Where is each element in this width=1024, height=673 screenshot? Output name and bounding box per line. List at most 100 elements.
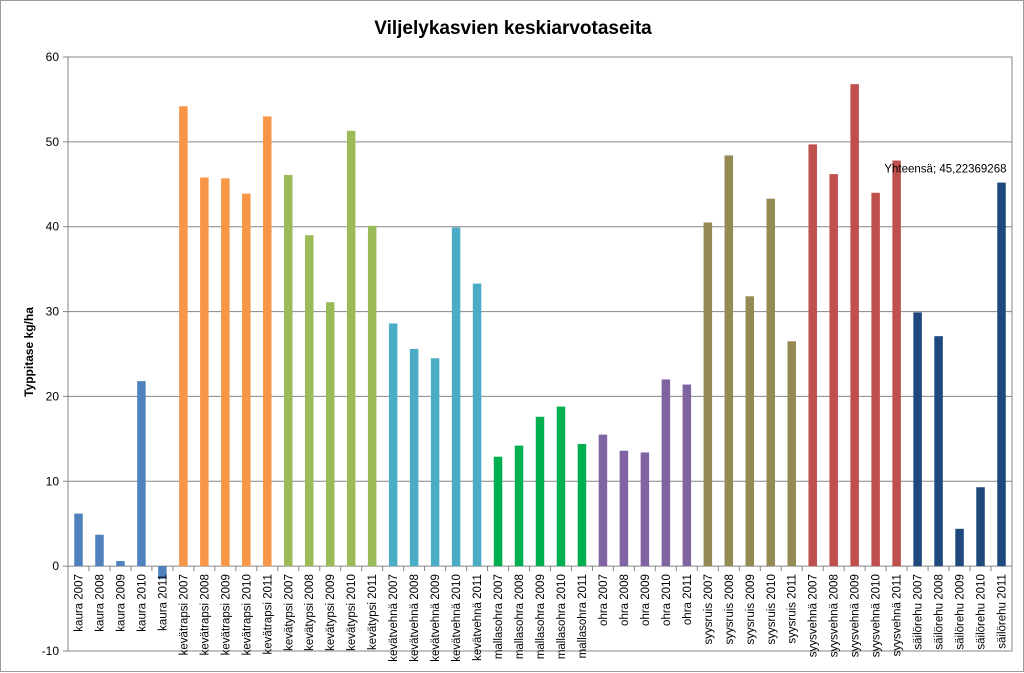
x-tick-label: mallasohra 2007 bbox=[493, 574, 505, 659]
bar bbox=[242, 193, 251, 567]
bar bbox=[472, 283, 482, 567]
bar bbox=[850, 84, 859, 567]
bar bbox=[619, 450, 629, 567]
y-tick-label: 10 bbox=[46, 474, 60, 488]
x-tick-label: syysvehnä 2007 bbox=[808, 574, 820, 657]
bar bbox=[95, 534, 104, 567]
bar bbox=[409, 348, 419, 567]
y-tick-label: 50 bbox=[46, 135, 60, 149]
bar bbox=[284, 174, 293, 567]
x-tick-label: kevätvehnä 2009 bbox=[430, 574, 442, 662]
bar bbox=[976, 487, 985, 567]
bar bbox=[829, 174, 838, 567]
x-tick-label: kaura 2010 bbox=[136, 574, 148, 632]
x-tick-label: syysvehnä 2010 bbox=[871, 574, 883, 657]
bar bbox=[116, 561, 125, 567]
bar bbox=[200, 177, 209, 567]
bar bbox=[808, 144, 817, 567]
x-tick-label: ohra 2008 bbox=[619, 574, 631, 626]
bar bbox=[745, 296, 755, 567]
bar bbox=[74, 513, 83, 567]
x-tick-label: mallasohra 2010 bbox=[556, 574, 568, 659]
bar bbox=[263, 116, 272, 567]
x-tick-label: mallasohra 2009 bbox=[535, 574, 547, 659]
x-tick-label: säilörehu 2008 bbox=[934, 574, 946, 649]
bar bbox=[430, 358, 440, 567]
chart-title: Viljelykasvien keskiarvotaseita bbox=[374, 18, 652, 39]
x-tick-label: kaura 2007 bbox=[73, 574, 85, 632]
bar bbox=[367, 225, 377, 567]
x-tick-label: kevätvehnä 2008 bbox=[409, 574, 421, 662]
x-tick-label: kevätvehnä 2011 bbox=[472, 574, 484, 661]
bar bbox=[871, 192, 880, 567]
bars bbox=[74, 84, 1006, 579]
y-tick-label: 40 bbox=[46, 220, 60, 234]
x-tick-label: kaura 2011 bbox=[157, 574, 169, 631]
x-tick-label: kevätypsi 2011 bbox=[367, 574, 379, 650]
y-tick-label: 60 bbox=[46, 50, 60, 64]
x-tick-label: ohra 2007 bbox=[598, 574, 610, 626]
x-tick-label: kaura 2008 bbox=[94, 574, 106, 632]
x-tick-label: kevätrapsi 2008 bbox=[199, 574, 211, 655]
x-axis-labels: kaura 2007 kaura 2008 kaura 2009 kaura 2010… bbox=[73, 574, 1008, 662]
bar bbox=[158, 566, 167, 579]
bar bbox=[556, 406, 566, 567]
x-tick-label: kevätypsi 2008 bbox=[304, 574, 316, 651]
bar bbox=[598, 434, 608, 567]
x-tick-label: syysvehnä 2008 bbox=[829, 574, 841, 657]
x-tick-label: syysvehnä 2011 bbox=[892, 574, 904, 656]
x-tick-label: syysruis 2010 bbox=[766, 574, 778, 644]
x-tick-label: syysruis 2008 bbox=[724, 574, 736, 644]
x-tick-label: syysruis 2007 bbox=[703, 574, 715, 644]
bar bbox=[179, 106, 188, 567]
x-tick-label: syysruis 2009 bbox=[745, 574, 757, 644]
bar bbox=[493, 456, 503, 567]
y-tick-label: 0 bbox=[52, 559, 59, 573]
y-axis-label: Typpitase kg/ha bbox=[22, 307, 36, 397]
y-axis-ticks: -10 0 10 20 30 40 50 60 bbox=[42, 50, 68, 658]
x-tick-label: kevätvehnä 2007 bbox=[388, 574, 400, 662]
y-tick-label: 30 bbox=[46, 305, 60, 319]
bar bbox=[304, 235, 314, 567]
bar bbox=[724, 155, 734, 567]
bar bbox=[661, 379, 671, 567]
data-annotation: Yhteensä; 45,22369268 bbox=[884, 164, 1006, 176]
x-tick-label: kevätrapsi 2010 bbox=[241, 574, 253, 655]
y-tick-label: 20 bbox=[46, 389, 60, 403]
bar bbox=[640, 452, 650, 567]
x-tick-label: ohra 2009 bbox=[640, 574, 652, 626]
bar bbox=[535, 416, 545, 567]
x-tick-label: mallasohra 2008 bbox=[514, 574, 526, 659]
bar bbox=[766, 198, 776, 567]
bar bbox=[703, 222, 713, 567]
x-tick-label: kevätrapsi 2009 bbox=[220, 574, 232, 655]
bar bbox=[346, 130, 356, 567]
y-tick-label: -10 bbox=[42, 644, 60, 658]
bar bbox=[997, 182, 1006, 567]
bar bbox=[388, 323, 398, 567]
bar bbox=[955, 528, 964, 567]
x-tick-label: säilörehu 2011 bbox=[997, 574, 1009, 649]
x-tick-label: kevätvehnä 2010 bbox=[451, 574, 463, 662]
bar bbox=[934, 336, 943, 567]
x-tick-label: kevätypsi 2010 bbox=[346, 574, 358, 651]
x-tick-label: säilörehu 2009 bbox=[955, 574, 967, 649]
x-tick-label: syysruis 2011 bbox=[787, 574, 799, 643]
bar bbox=[577, 443, 587, 567]
bar bbox=[913, 312, 922, 567]
x-tick-label: kaura 2009 bbox=[115, 574, 127, 632]
x-tick-label: kevätypsi 2007 bbox=[283, 574, 295, 651]
x-tick-label: syysvehnä 2009 bbox=[850, 574, 862, 657]
x-tick-label: ohra 2010 bbox=[661, 574, 673, 626]
x-tick-label: kevätrapsi 2011 bbox=[262, 574, 274, 654]
x-tick-label: kevätrapsi 2007 bbox=[178, 574, 190, 655]
bar bbox=[325, 302, 335, 567]
x-tick-label: säilörehu 2007 bbox=[913, 574, 925, 649]
bar bbox=[514, 445, 524, 567]
bar bbox=[221, 178, 230, 567]
x-tick-label: kevätypsi 2009 bbox=[325, 574, 337, 651]
x-tick-label: mallasohra 2011 bbox=[577, 574, 589, 658]
x-tick-label: ohra 2011 bbox=[682, 574, 694, 625]
